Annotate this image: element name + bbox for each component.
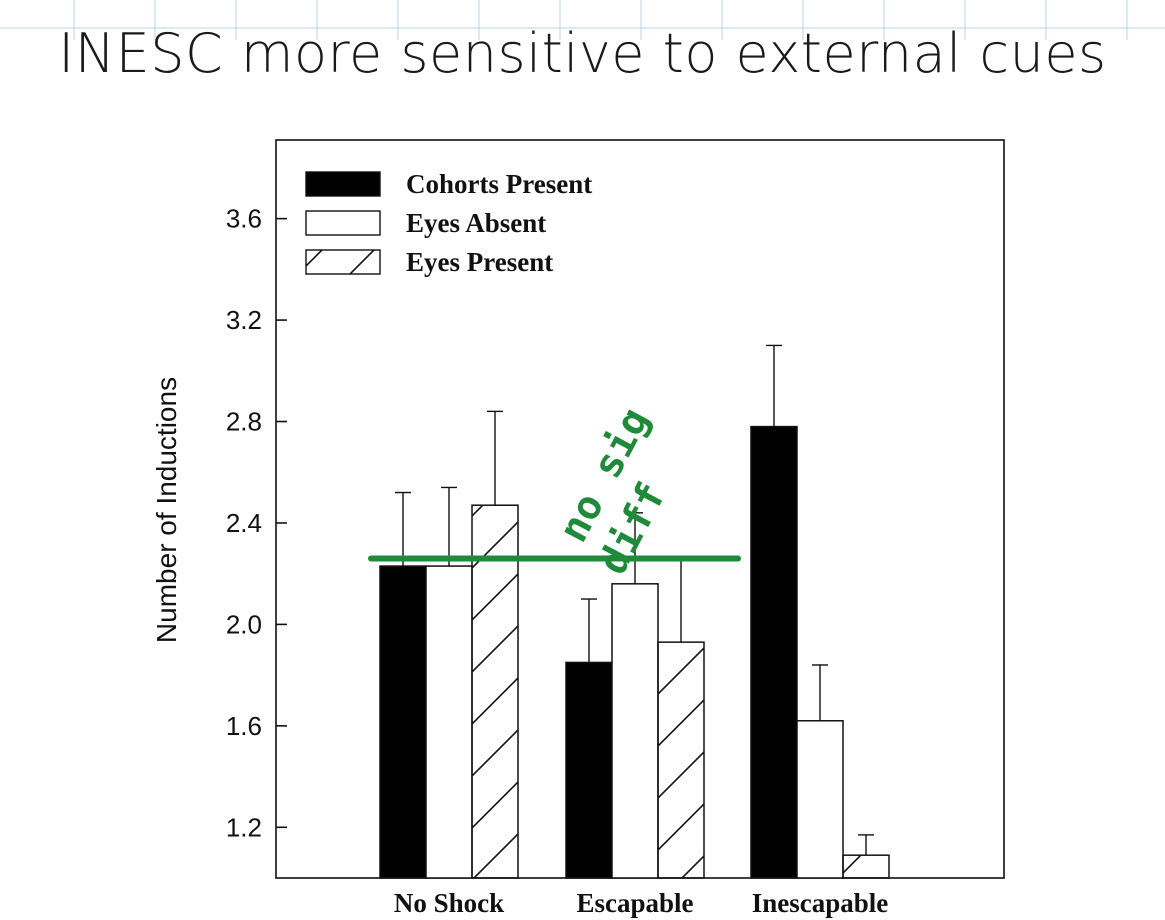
legend-swatch-open: [305, 210, 381, 236]
bar-hatched-0: [471, 504, 519, 879]
y-tick-label: 2.4: [226, 508, 262, 538]
x-tick-label: No Shock: [394, 888, 504, 918]
y-tick-label: 2.0: [226, 609, 262, 639]
legend-swatch-hatched: [305, 249, 381, 275]
bar-hatched-2: [842, 854, 890, 879]
bar-open-2: [796, 720, 844, 879]
bar-solid-0: [379, 565, 427, 879]
legend-label: Cohorts Present: [406, 169, 592, 199]
y-tick-label: 3.2: [226, 305, 262, 335]
legend-label: Eyes Absent: [406, 208, 546, 238]
bar-hatched-1: [657, 641, 705, 879]
bar-open-0: [425, 565, 473, 879]
y-tick-label: 3.6: [226, 204, 262, 234]
chart-legend: Cohorts Present Eyes Absent Eyes Present: [305, 169, 592, 277]
slide-grid-background: [0, 0, 1165, 40]
legend-label: Eyes Present: [406, 247, 553, 277]
x-tick-label: Escapable: [576, 888, 693, 918]
bar-open-1: [611, 583, 659, 879]
y-tick-label: 2.8: [226, 407, 262, 437]
handwritten-annotation: no sigdiff: [546, 401, 703, 582]
y-tick-label: 1.2: [226, 812, 262, 842]
slide-title: INESC more sensitive to external cues: [58, 22, 1107, 85]
y-axis-label: Number of Inductions: [151, 377, 182, 643]
bar-solid-1: [565, 661, 613, 879]
y-tick-label: 1.6: [226, 711, 262, 741]
legend-swatch-solid: [305, 171, 381, 197]
x-tick-label: Inescapable: [752, 888, 889, 918]
bar-solid-2: [750, 425, 798, 879]
